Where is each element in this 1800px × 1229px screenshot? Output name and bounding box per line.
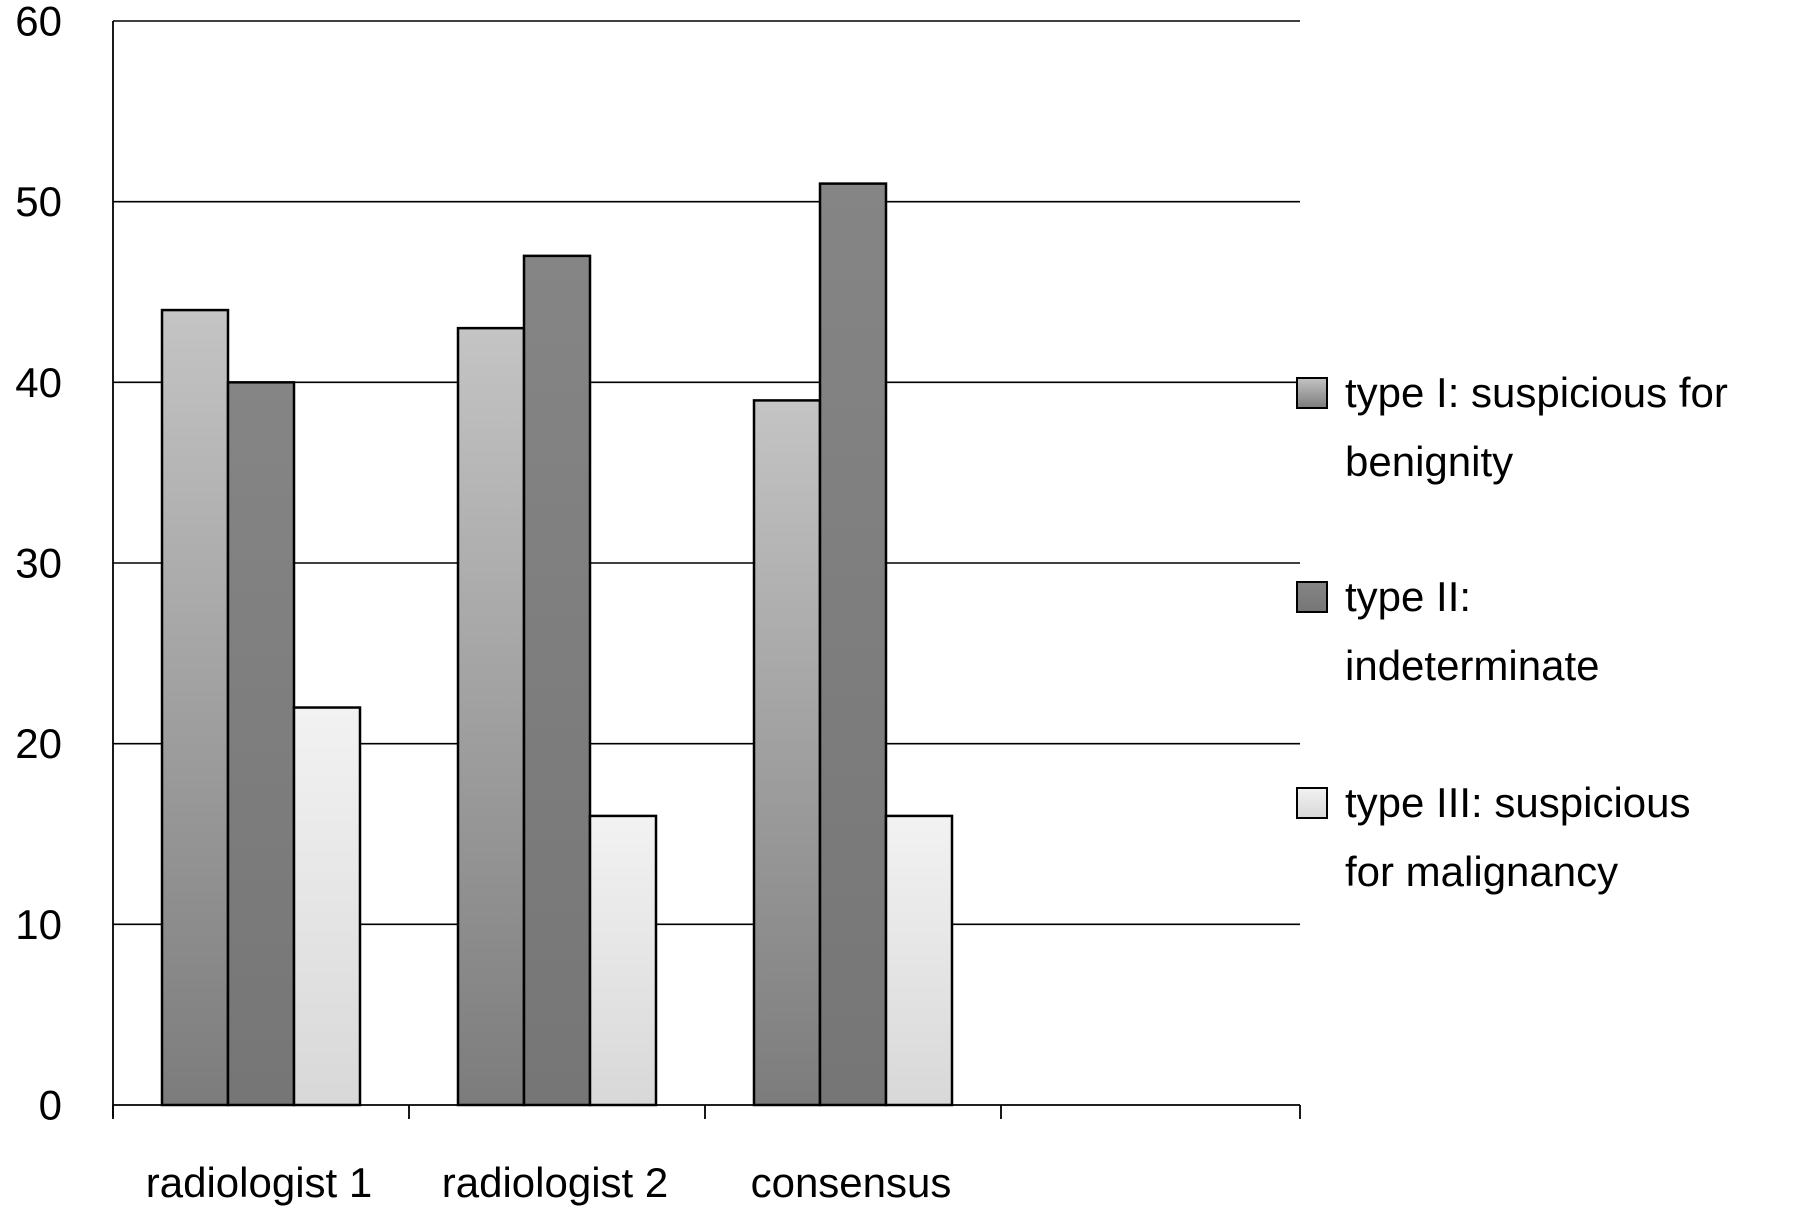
bar-series-1-consensus: [752, 399, 822, 1107]
x-category-label: radiologist 1: [146, 1159, 372, 1206]
y-tick-label: 20: [15, 720, 62, 767]
y-tick-label: 60: [15, 0, 62, 45]
legend-swatch: [1296, 581, 1328, 613]
bar-series-2-consensus: [818, 182, 888, 1107]
bar-series-3-radiologist-2: [588, 814, 658, 1107]
legend-swatch: [1296, 377, 1328, 409]
legend-label: benignity: [1345, 438, 1513, 485]
y-tick-label: 0: [39, 1082, 62, 1129]
bars: [160, 182, 954, 1107]
legend-label: type II:: [1345, 573, 1471, 620]
legend-label: type I: suspicious for: [1345, 369, 1728, 416]
legend: type I: suspicious for benignity type II: i…: [1296, 369, 1728, 895]
bar-series-3-radiologist-1: [292, 706, 362, 1107]
x-category-label: radiologist 2: [442, 1159, 668, 1206]
x-category-label: consensus: [751, 1159, 952, 1206]
bar-series-1-radiologist-2: [456, 326, 526, 1107]
bar-series-2-radiologist-1: [226, 381, 296, 1107]
bar-series-3-consensus: [884, 814, 954, 1107]
y-tick-label: 10: [15, 901, 62, 948]
legend-label: for malignancy: [1345, 848, 1618, 895]
bar-series-2-radiologist-2: [522, 254, 592, 1107]
legend-label: type III: suspicious: [1345, 779, 1691, 826]
x-axis: radiologist 1 radiologist 2 consensus: [112, 1104, 1301, 1206]
y-tick-label: 40: [15, 359, 62, 406]
legend-swatch: [1296, 787, 1328, 819]
y-tick-label: 30: [15, 540, 62, 587]
legend-label: indeterminate: [1345, 642, 1599, 689]
y-axis: 0 10 20 30 40 50 60: [15, 0, 114, 1129]
bar-series-1-radiologist-1: [160, 308, 230, 1107]
y-tick-label: 50: [15, 178, 62, 225]
